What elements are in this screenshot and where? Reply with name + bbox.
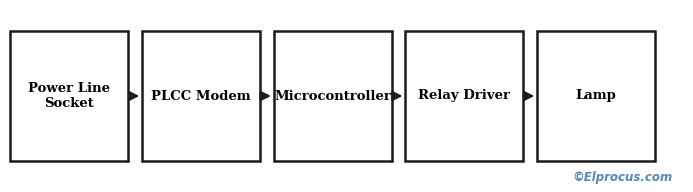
FancyBboxPatch shape	[142, 31, 260, 161]
FancyBboxPatch shape	[405, 31, 523, 161]
Text: PLCC Modem: PLCC Modem	[151, 89, 251, 103]
FancyBboxPatch shape	[10, 31, 128, 161]
Text: Relay Driver: Relay Driver	[419, 89, 510, 103]
Text: Microcontroller: Microcontroller	[274, 89, 391, 103]
FancyBboxPatch shape	[537, 31, 655, 161]
Text: Lamp: Lamp	[576, 89, 616, 103]
FancyBboxPatch shape	[274, 31, 392, 161]
Text: Power Line
Socket: Power Line Socket	[28, 82, 110, 110]
Text: ©Elprocus.com: ©Elprocus.com	[572, 171, 672, 184]
